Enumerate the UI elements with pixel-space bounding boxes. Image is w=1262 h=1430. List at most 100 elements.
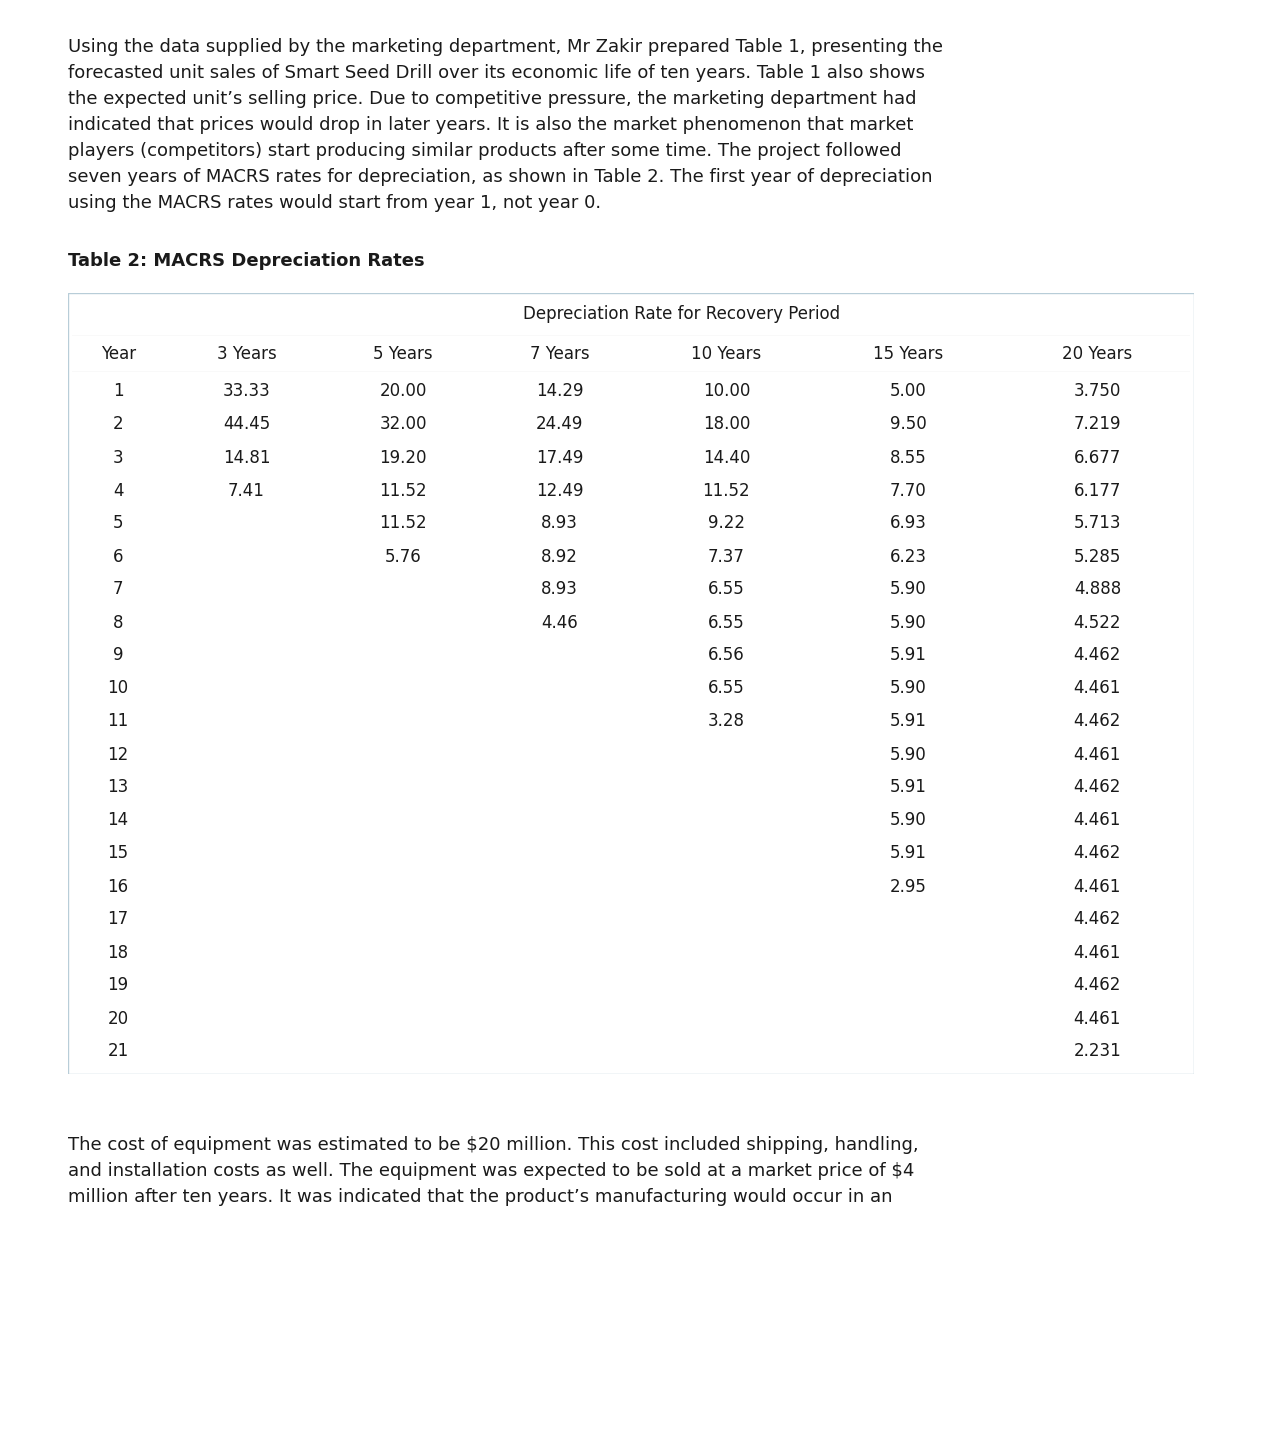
Text: 24.49: 24.49 — [536, 416, 583, 433]
Text: 2: 2 — [112, 416, 124, 433]
Text: 5.90: 5.90 — [890, 811, 926, 829]
Text: 6.23: 6.23 — [890, 548, 926, 565]
Text: 7.219: 7.219 — [1074, 416, 1121, 433]
Text: 20: 20 — [107, 1010, 129, 1028]
Text: 5.91: 5.91 — [890, 845, 926, 862]
Text: million after ten years. It was indicated that the product’s manufacturing would: million after ten years. It was indicate… — [68, 1188, 892, 1205]
Text: 4.461: 4.461 — [1074, 679, 1121, 698]
Text: 10: 10 — [107, 679, 129, 698]
Text: The cost of equipment was estimated to be $20 million. This cost included shippi: The cost of equipment was estimated to b… — [68, 1135, 919, 1154]
Text: 20.00: 20.00 — [380, 382, 427, 400]
Text: 4.461: 4.461 — [1074, 944, 1121, 961]
Text: 8.93: 8.93 — [541, 515, 578, 532]
Text: 5.91: 5.91 — [890, 646, 926, 665]
Text: 6.677: 6.677 — [1074, 449, 1121, 466]
Text: 8.92: 8.92 — [541, 548, 578, 565]
Text: 4.462: 4.462 — [1074, 712, 1121, 731]
Text: Depreciation Rate for Recovery Period: Depreciation Rate for Recovery Period — [522, 305, 839, 323]
Text: 11.52: 11.52 — [379, 515, 427, 532]
Text: 21: 21 — [107, 1042, 129, 1061]
Text: 8.55: 8.55 — [890, 449, 926, 466]
Text: 5.91: 5.91 — [890, 712, 926, 731]
Text: 2.95: 2.95 — [890, 878, 926, 895]
Text: 9.50: 9.50 — [890, 416, 926, 433]
Text: 4.461: 4.461 — [1074, 878, 1121, 895]
Text: 4.462: 4.462 — [1074, 845, 1121, 862]
Text: 6.55: 6.55 — [708, 613, 745, 632]
Text: 44.45: 44.45 — [223, 416, 270, 433]
Text: 4.462: 4.462 — [1074, 911, 1121, 928]
Text: 1: 1 — [112, 382, 124, 400]
Text: 4.888: 4.888 — [1074, 581, 1121, 599]
Text: 2.231: 2.231 — [1074, 1042, 1122, 1061]
Text: indicated that prices would drop in later years. It is also the market phenomeno: indicated that prices would drop in late… — [68, 116, 914, 134]
Text: 12: 12 — [107, 745, 129, 764]
Text: 6.177: 6.177 — [1074, 482, 1121, 499]
Text: 32.00: 32.00 — [380, 416, 427, 433]
Text: using the MACRS rates would start from year 1, not year 0.: using the MACRS rates would start from y… — [68, 194, 601, 212]
Text: Table 2: MACRS Depreciation Rates: Table 2: MACRS Depreciation Rates — [68, 252, 424, 270]
Text: 5.90: 5.90 — [890, 745, 926, 764]
Text: and installation costs as well. The equipment was expected to be sold at a marke: and installation costs as well. The equi… — [68, 1163, 915, 1180]
Text: 14.40: 14.40 — [703, 449, 750, 466]
Text: 5.90: 5.90 — [890, 613, 926, 632]
Text: 11.52: 11.52 — [379, 482, 427, 499]
Text: the expected unit’s selling price. Due to competitive pressure, the marketing de: the expected unit’s selling price. Due t… — [68, 90, 916, 109]
Text: 12.49: 12.49 — [536, 482, 583, 499]
Text: 11.52: 11.52 — [703, 482, 750, 499]
Text: 14: 14 — [107, 811, 129, 829]
Text: forecasted unit sales of Smart Seed Drill over its economic life of ten years. T: forecasted unit sales of Smart Seed Dril… — [68, 64, 925, 82]
Text: 8.93: 8.93 — [541, 581, 578, 599]
Text: 8: 8 — [112, 613, 124, 632]
Text: 9: 9 — [112, 646, 124, 665]
Text: 3.750: 3.750 — [1074, 382, 1121, 400]
Text: 18.00: 18.00 — [703, 416, 750, 433]
Text: 19: 19 — [107, 977, 129, 994]
Text: 33.33: 33.33 — [222, 382, 270, 400]
Text: 5.713: 5.713 — [1074, 515, 1121, 532]
Text: 17.49: 17.49 — [536, 449, 583, 466]
Text: 6.55: 6.55 — [708, 679, 745, 698]
Text: 6.56: 6.56 — [708, 646, 745, 665]
Text: 7.70: 7.70 — [890, 482, 926, 499]
Text: 10 Years: 10 Years — [692, 345, 761, 363]
Text: Using the data supplied by the marketing department, Mr Zakir prepared Table 1, : Using the data supplied by the marketing… — [68, 39, 943, 56]
Text: 4.46: 4.46 — [541, 613, 578, 632]
Text: 6.55: 6.55 — [708, 581, 745, 599]
Text: 14.81: 14.81 — [223, 449, 270, 466]
Text: 5: 5 — [112, 515, 124, 532]
Text: 20 Years: 20 Years — [1063, 345, 1132, 363]
Text: 3 Years: 3 Years — [217, 345, 276, 363]
Text: 5.90: 5.90 — [890, 581, 926, 599]
Text: 16: 16 — [107, 878, 129, 895]
Text: 19.20: 19.20 — [380, 449, 427, 466]
Text: 5.00: 5.00 — [890, 382, 926, 400]
Text: 14.29: 14.29 — [536, 382, 583, 400]
Text: 4.462: 4.462 — [1074, 778, 1121, 797]
Text: 18: 18 — [107, 944, 129, 961]
Text: 9.22: 9.22 — [708, 515, 745, 532]
Text: 4.462: 4.462 — [1074, 977, 1121, 994]
Text: seven years of MACRS rates for depreciation, as shown in Table 2. The first year: seven years of MACRS rates for depreciat… — [68, 167, 933, 186]
Text: 11: 11 — [107, 712, 129, 731]
Text: 15 Years: 15 Years — [873, 345, 943, 363]
Text: 5.90: 5.90 — [890, 679, 926, 698]
Text: 5 Years: 5 Years — [374, 345, 433, 363]
Text: 4.462: 4.462 — [1074, 646, 1121, 665]
Text: 5.91: 5.91 — [890, 778, 926, 797]
Text: 7: 7 — [112, 581, 124, 599]
Text: Year: Year — [101, 345, 136, 363]
Text: 3: 3 — [112, 449, 124, 466]
Text: 5.285: 5.285 — [1074, 548, 1121, 565]
Text: 7 Years: 7 Years — [530, 345, 589, 363]
Text: 4.522: 4.522 — [1074, 613, 1121, 632]
Text: 6: 6 — [112, 548, 124, 565]
Text: 4.461: 4.461 — [1074, 1010, 1121, 1028]
Text: 10.00: 10.00 — [703, 382, 750, 400]
Text: 17: 17 — [107, 911, 129, 928]
Text: 13: 13 — [107, 778, 129, 797]
Text: 6.93: 6.93 — [890, 515, 926, 532]
Text: 3.28: 3.28 — [708, 712, 745, 731]
Text: 7.41: 7.41 — [228, 482, 265, 499]
Text: 4.461: 4.461 — [1074, 745, 1121, 764]
